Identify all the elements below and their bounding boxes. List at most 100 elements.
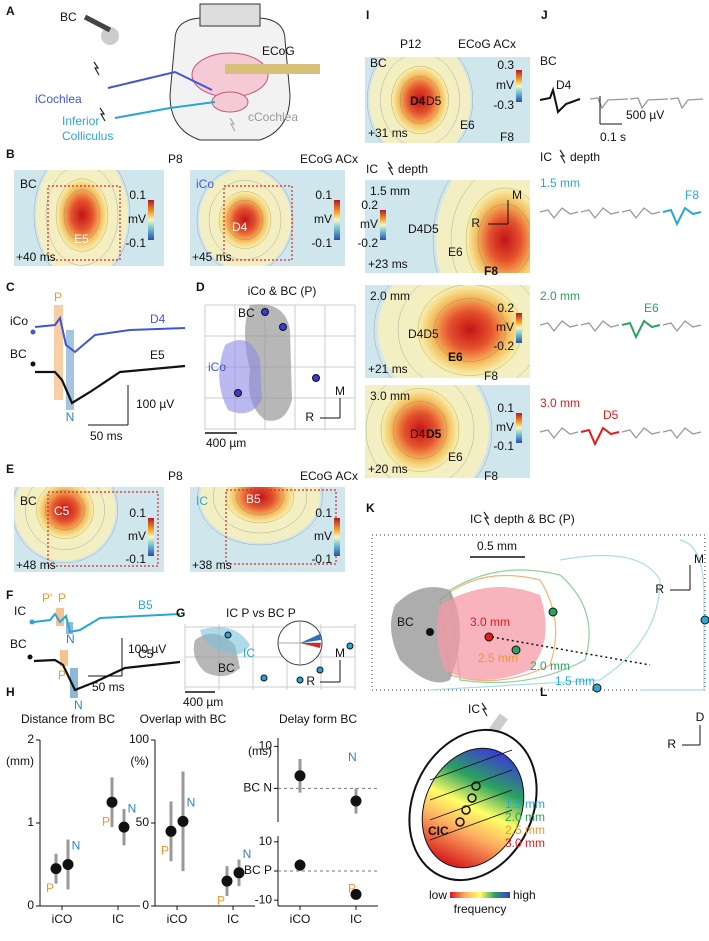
- trace: [621, 319, 661, 340]
- label: depth: [570, 150, 600, 164]
- label: low: [429, 888, 447, 902]
- contour: [212, 487, 308, 534]
- electrode: [455, 817, 465, 827]
- y-tick-label: BC N: [243, 781, 272, 795]
- panel-letter: B: [6, 147, 15, 161]
- electrode: [260, 674, 268, 682]
- label: P8: [168, 469, 183, 483]
- bc-label: BC: [60, 10, 77, 24]
- icochlea-wire: [107, 70, 213, 91]
- point: [50, 863, 62, 875]
- point: [294, 859, 306, 871]
- colorbar-min: -0.2: [493, 339, 514, 353]
- point: [350, 888, 362, 900]
- colorbar-max: 0.1: [129, 506, 146, 520]
- label: N: [74, 698, 83, 712]
- colorbar: [148, 200, 154, 240]
- label: R: [667, 737, 676, 751]
- label: F8: [500, 130, 514, 144]
- label: ECoG ACx: [300, 469, 358, 483]
- contour: [196, 170, 294, 266]
- label: C5: [54, 504, 70, 518]
- label: D5: [426, 427, 442, 441]
- electrode: [461, 805, 471, 815]
- trace: [621, 207, 661, 220]
- label: 3.0 mm: [505, 836, 545, 850]
- colorbar-unit: mV: [128, 529, 146, 543]
- label: P: [54, 290, 62, 304]
- colorbar-max: 0.1: [315, 188, 332, 202]
- label: ECoG: [262, 44, 295, 58]
- p-window: [56, 608, 64, 626]
- y-tick-label: 50: [136, 815, 150, 829]
- colorbar-max: 0.2: [497, 301, 514, 315]
- label: E6: [448, 350, 463, 364]
- label: D4: [410, 427, 426, 441]
- holder: [199, 3, 261, 27]
- ico-area: [219, 340, 262, 414]
- point: [177, 815, 189, 827]
- label: +40 ms: [16, 250, 56, 264]
- point: [165, 825, 177, 837]
- heatmap-peak: [410, 285, 530, 378]
- label: depth & BC (P): [494, 512, 575, 526]
- bc-dot: [426, 628, 434, 636]
- electrode-area: [223, 185, 293, 261]
- contour: [489, 219, 521, 261]
- series-label: P: [161, 843, 169, 857]
- stim: [27, 654, 33, 660]
- colorbar-unit: mV: [496, 420, 514, 434]
- label: +48 ms: [16, 558, 56, 572]
- electrode: [234, 389, 242, 397]
- contour: [465, 187, 530, 273]
- stim-icon: [99, 107, 106, 122]
- ic-20-outline: [449, 569, 590, 684]
- label: frequency: [454, 902, 507, 916]
- panel-letter: D: [196, 280, 205, 294]
- colorbar-max: 0.1: [129, 188, 146, 202]
- heatmap: [14, 487, 164, 572]
- label: IC: [540, 150, 552, 164]
- ic-area: [200, 627, 250, 655]
- series-label: P: [348, 881, 356, 895]
- panel-letter: G: [176, 606, 185, 620]
- panel-letter: A: [6, 4, 15, 18]
- label: 100 µV: [136, 397, 174, 411]
- label: E5: [150, 348, 165, 362]
- contour: [234, 208, 256, 232]
- colorbar-unit: mV: [314, 212, 332, 226]
- label: BC: [10, 637, 27, 651]
- p-window: [60, 650, 68, 666]
- contour: [63, 189, 101, 241]
- contour: [408, 86, 432, 114]
- y-tick-label: -10: [255, 892, 273, 906]
- contour: [380, 57, 460, 143]
- electrode: [471, 781, 481, 791]
- label: high: [513, 888, 536, 902]
- label: 2.0 mm: [370, 289, 410, 303]
- electrode: [296, 676, 304, 684]
- panel-letter: F: [6, 588, 13, 602]
- label: IC: [196, 494, 208, 508]
- label: B5: [246, 492, 261, 506]
- n-window: [70, 668, 78, 698]
- heatmap: [190, 487, 345, 572]
- point: [221, 875, 233, 887]
- colorbar-unit: mV: [496, 78, 514, 92]
- label: E6: [644, 301, 659, 315]
- label: 3.0 mm: [470, 615, 510, 629]
- label: 0.5 mm: [477, 539, 517, 553]
- label: iCo & BC (P): [248, 284, 317, 298]
- panel-letter: K: [366, 501, 375, 515]
- heatmap-peak: [215, 187, 275, 253]
- bc-probe-head: [101, 27, 119, 45]
- label: P8: [168, 152, 183, 166]
- heatmap-peak: [32, 487, 98, 543]
- trace: [539, 320, 579, 333]
- colliculus: [211, 91, 249, 113]
- label: N: [66, 410, 75, 424]
- point: [233, 867, 245, 879]
- contour: [391, 65, 449, 135]
- electrode: [548, 607, 558, 617]
